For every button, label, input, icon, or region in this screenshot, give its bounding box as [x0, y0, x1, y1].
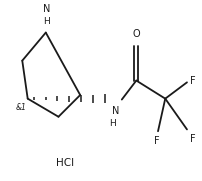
- Text: HCl: HCl: [56, 158, 74, 168]
- Text: &1: &1: [16, 103, 27, 112]
- Text: O: O: [133, 29, 140, 39]
- Text: N: N: [43, 4, 50, 14]
- Text: F: F: [190, 76, 195, 87]
- Text: H: H: [109, 119, 116, 128]
- Text: H: H: [43, 17, 50, 26]
- Text: F: F: [154, 136, 160, 146]
- Text: F: F: [190, 134, 195, 144]
- Text: N: N: [112, 106, 119, 116]
